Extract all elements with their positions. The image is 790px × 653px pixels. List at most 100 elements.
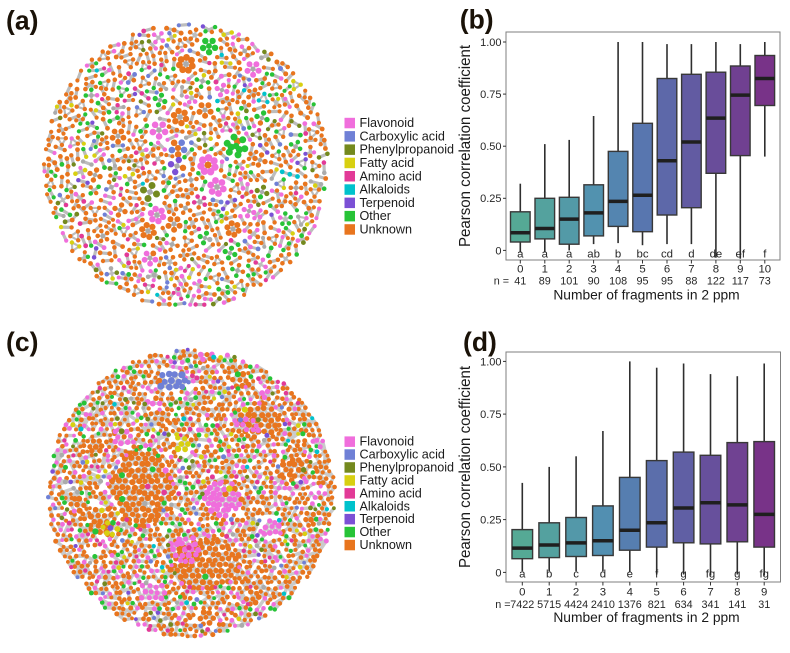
svg-text:Unknown: Unknown: [360, 538, 413, 552]
svg-text:4424: 4424: [564, 599, 588, 611]
svg-text:cd: cd: [661, 249, 673, 261]
svg-text:Other: Other: [360, 209, 392, 223]
svg-text:4: 4: [615, 264, 621, 276]
svg-text:0.25: 0.25: [480, 193, 501, 205]
svg-text:(b): (b): [460, 5, 494, 35]
svg-text:117: 117: [732, 276, 749, 288]
svg-text:1376: 1376: [618, 599, 642, 611]
svg-text:Alkaloids: Alkaloids: [360, 183, 410, 197]
svg-text:95: 95: [636, 276, 648, 288]
svg-text:a: a: [566, 249, 573, 261]
svg-text:8: 8: [734, 586, 740, 598]
svg-text:e: e: [627, 569, 633, 581]
svg-text:0.25: 0.25: [480, 515, 501, 527]
svg-text:n =: n =: [494, 276, 509, 288]
svg-text:5: 5: [639, 264, 645, 276]
svg-text:c: c: [573, 569, 579, 581]
svg-text:Number of fragments in 2 ppm: Number of fragments in 2 ppm: [553, 288, 739, 303]
svg-text:Pearson correlation coefficien: Pearson correlation coefficient: [457, 44, 474, 247]
svg-text:Terpenoid: Terpenoid: [360, 512, 415, 526]
svg-text:3: 3: [590, 264, 596, 276]
svg-text:9: 9: [761, 586, 767, 598]
svg-text:b: b: [546, 569, 552, 581]
svg-text:41: 41: [514, 276, 526, 288]
svg-text:101: 101: [560, 276, 578, 288]
svg-text:0: 0: [519, 586, 525, 598]
svg-text:b: b: [615, 249, 621, 261]
svg-text:821: 821: [648, 599, 666, 611]
svg-text:1: 1: [542, 264, 548, 276]
svg-text:(d): (d): [463, 327, 497, 357]
svg-text:f: f: [763, 249, 767, 261]
svg-text:Unknown: Unknown: [360, 223, 413, 237]
svg-text:0: 0: [495, 245, 501, 257]
svg-text:fg: fg: [759, 569, 769, 581]
svg-text:(c): (c): [6, 327, 38, 357]
svg-text:4: 4: [627, 586, 633, 598]
svg-text:7: 7: [707, 586, 713, 598]
svg-text:bc: bc: [636, 249, 648, 261]
svg-text:Phenylpropanoid: Phenylpropanoid: [360, 461, 455, 475]
svg-text:ef: ef: [736, 249, 746, 261]
svg-text:Fatty acid: Fatty acid: [360, 156, 415, 170]
svg-text:f: f: [655, 569, 659, 581]
svg-text:6: 6: [664, 264, 670, 276]
svg-text:341: 341: [701, 599, 719, 611]
svg-text:0.75: 0.75: [480, 89, 501, 101]
svg-text:Amino acid: Amino acid: [360, 169, 422, 183]
svg-text:g: g: [734, 569, 740, 581]
svg-text:7: 7: [688, 264, 694, 276]
svg-text:Pearson correlation coefficien: Pearson correlation coefficient: [457, 365, 474, 568]
svg-text:88: 88: [685, 276, 697, 288]
svg-text:n =: n =: [495, 599, 510, 611]
svg-text:a: a: [517, 249, 524, 261]
svg-text:Flavonoid: Flavonoid: [360, 116, 415, 130]
svg-text:7422: 7422: [510, 599, 534, 611]
svg-text:2: 2: [573, 586, 579, 598]
svg-text:a: a: [542, 249, 549, 261]
svg-text:0: 0: [517, 264, 523, 276]
svg-text:73: 73: [759, 276, 771, 288]
svg-text:0: 0: [495, 567, 501, 579]
svg-text:5: 5: [654, 586, 660, 598]
svg-text:g: g: [680, 569, 686, 581]
svg-text:31: 31: [758, 599, 770, 611]
svg-text:108: 108: [609, 276, 627, 288]
svg-text:3: 3: [600, 586, 606, 598]
svg-text:0.50: 0.50: [480, 141, 501, 153]
svg-text:90: 90: [588, 276, 600, 288]
svg-text:10: 10: [758, 264, 771, 276]
svg-text:Number of fragments in 2 ppm: Number of fragments in 2 ppm: [553, 610, 739, 625]
svg-text:634: 634: [675, 599, 693, 611]
svg-text:8: 8: [713, 264, 719, 276]
svg-text:89: 89: [539, 276, 551, 288]
svg-text:fg: fg: [706, 569, 716, 581]
svg-text:Fatty acid: Fatty acid: [360, 474, 415, 488]
svg-text:2: 2: [566, 264, 572, 276]
svg-text:Alkaloids: Alkaloids: [360, 499, 410, 513]
svg-text:Carboxylic acid: Carboxylic acid: [360, 129, 445, 143]
svg-text:6: 6: [680, 586, 686, 598]
svg-text:1.00: 1.00: [480, 37, 501, 49]
svg-text:Flavonoid: Flavonoid: [360, 435, 415, 449]
svg-text:ab: ab: [587, 249, 600, 261]
svg-text:(a): (a): [6, 6, 38, 36]
svg-text:1: 1: [546, 586, 552, 598]
svg-text:0.75: 0.75: [480, 409, 501, 421]
svg-text:1.00: 1.00: [480, 356, 501, 368]
svg-text:5715: 5715: [537, 599, 561, 611]
svg-text:Terpenoid: Terpenoid: [360, 196, 415, 210]
svg-text:a: a: [519, 569, 526, 581]
svg-text:122: 122: [707, 276, 725, 288]
svg-text:0.50: 0.50: [480, 462, 501, 474]
svg-text:Other: Other: [360, 525, 392, 539]
svg-text:2410: 2410: [591, 599, 615, 611]
svg-text:9: 9: [737, 264, 743, 276]
svg-text:d: d: [600, 569, 606, 581]
svg-text:d: d: [688, 249, 694, 261]
svg-text:Carboxylic acid: Carboxylic acid: [360, 448, 445, 462]
svg-text:141: 141: [728, 599, 746, 611]
svg-text:Phenylpropanoid: Phenylpropanoid: [360, 143, 455, 157]
svg-text:de: de: [710, 249, 723, 261]
svg-text:Amino acid: Amino acid: [360, 486, 422, 500]
